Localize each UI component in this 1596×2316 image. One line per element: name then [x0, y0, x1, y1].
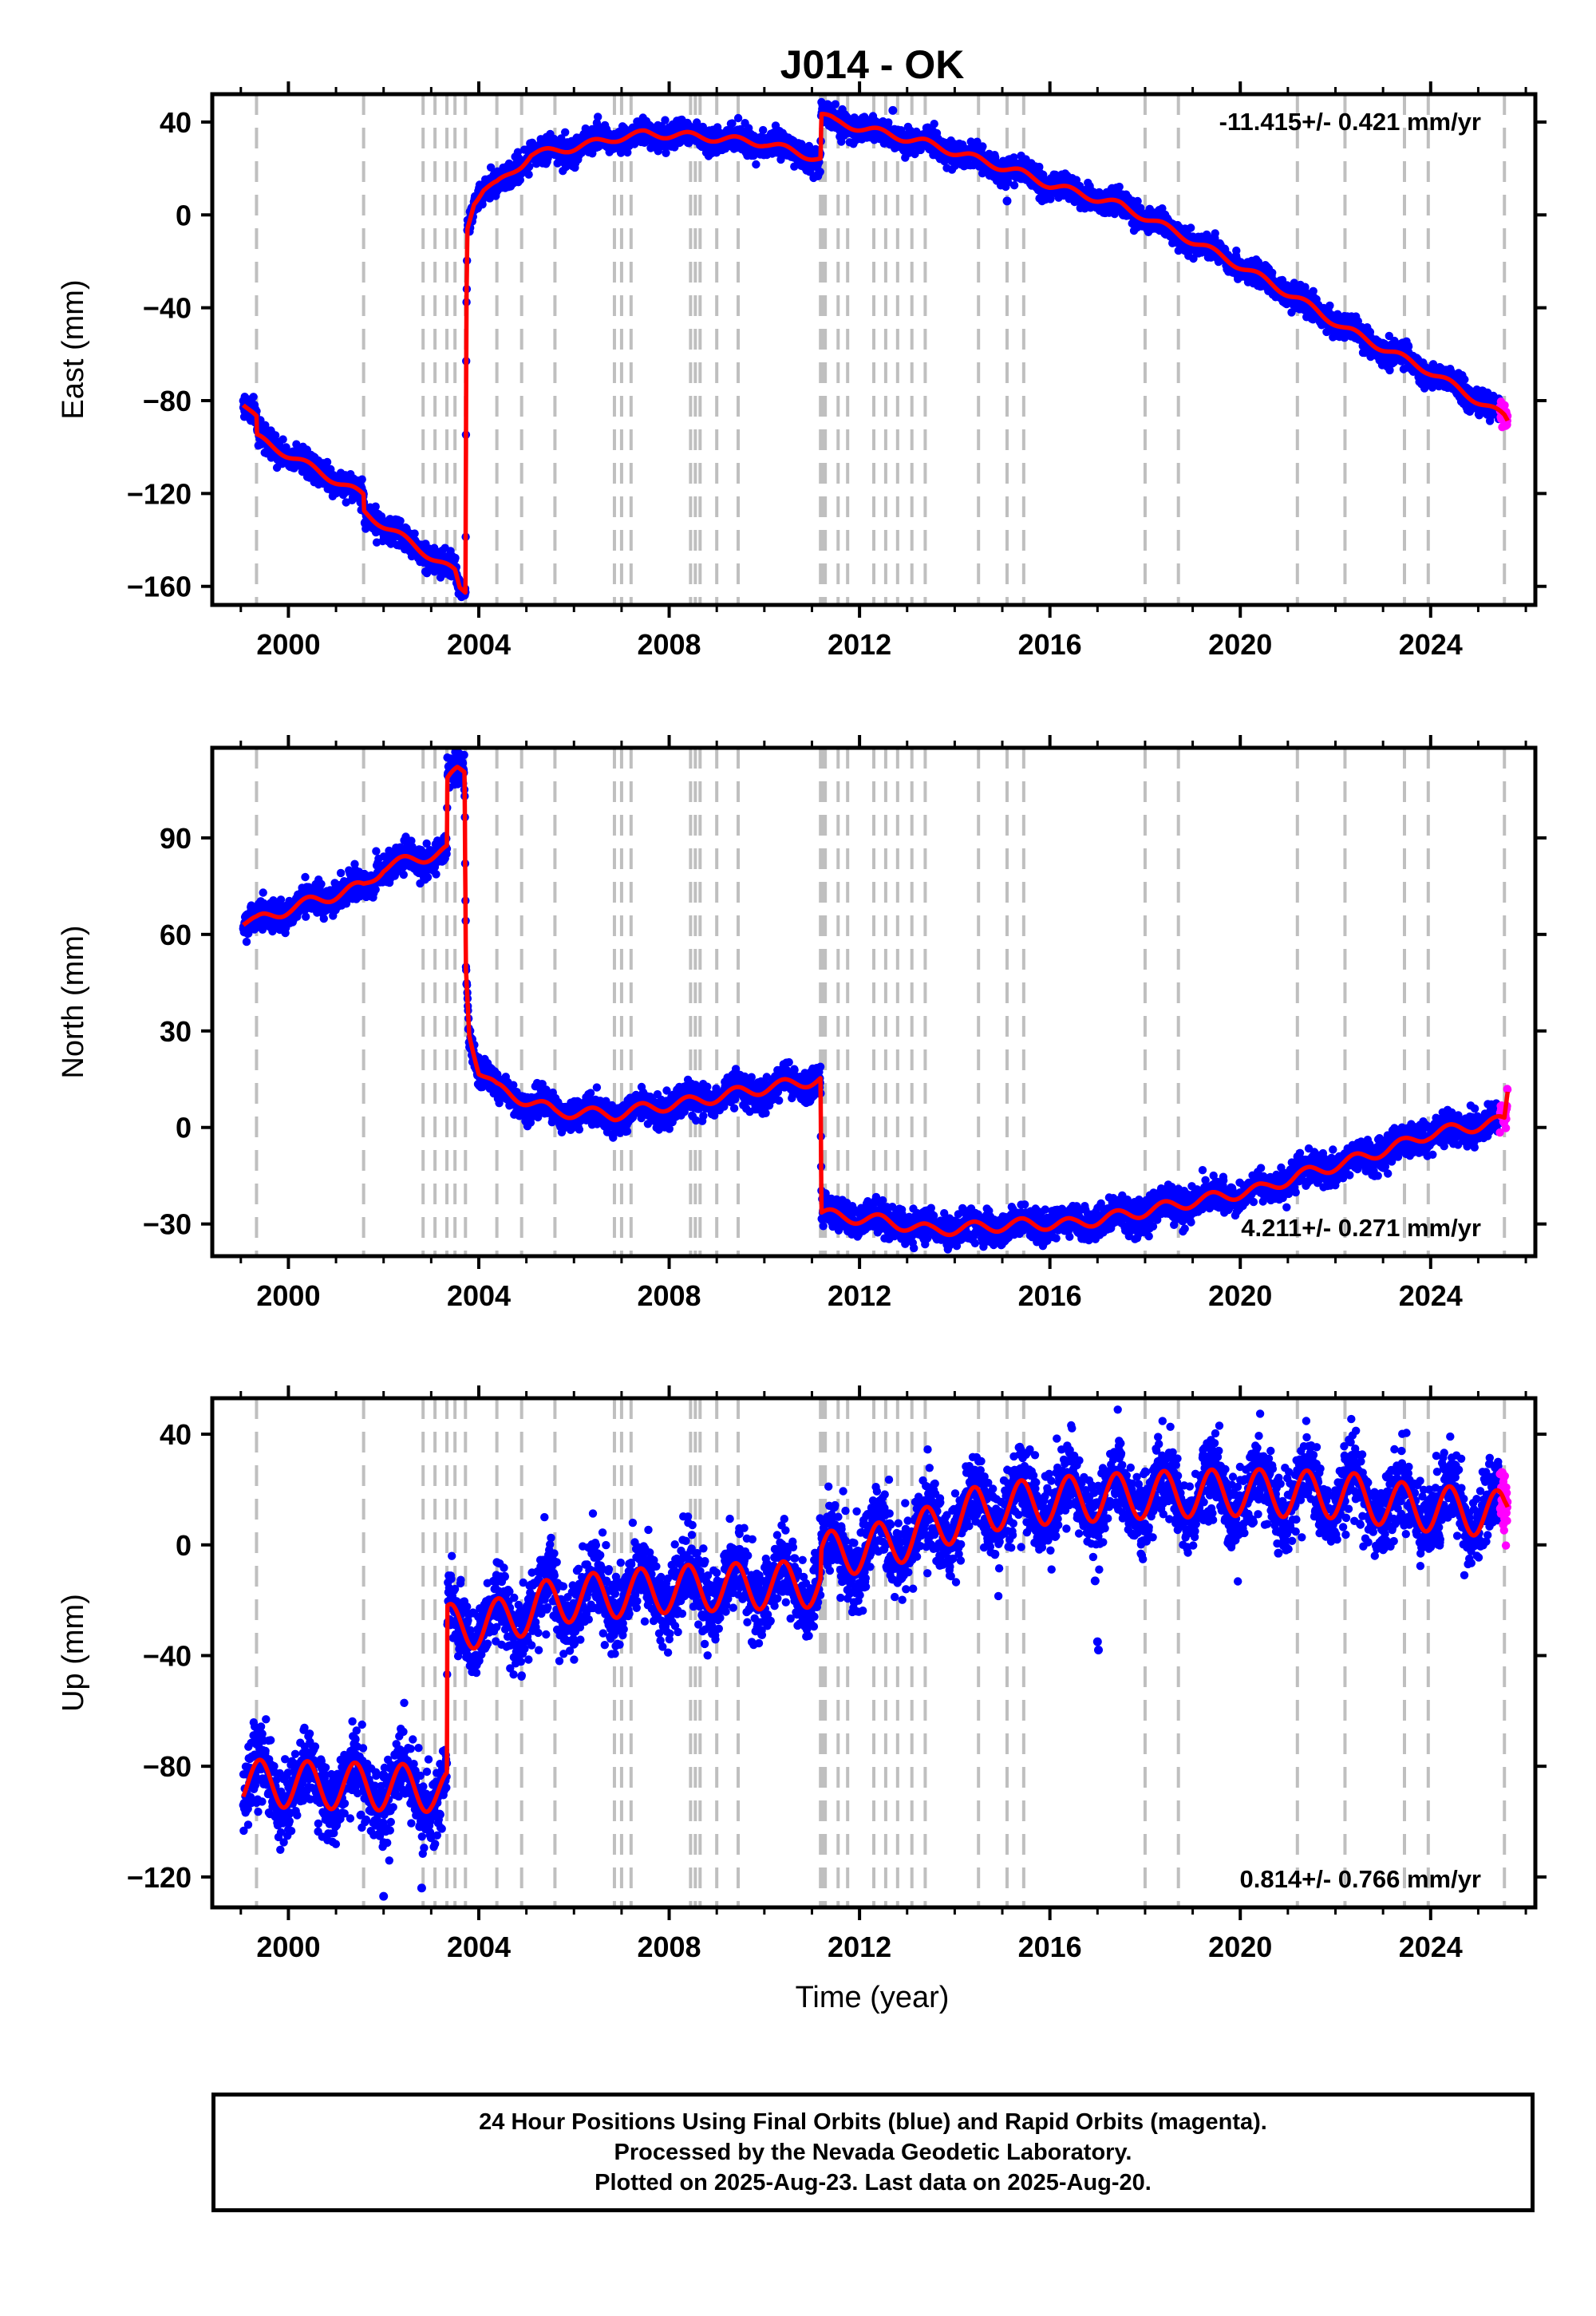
chart-title: J014 - OK — [780, 42, 965, 87]
final-point-east-2204 — [816, 168, 824, 176]
final-point-east-1230 — [561, 128, 570, 136]
y-tick-label-east-3: −80 — [143, 385, 192, 417]
outlier-point-east-0 — [888, 105, 898, 115]
final-point-east-152 — [279, 435, 287, 444]
final-point-east-4666 — [1460, 375, 1469, 384]
final-point-east-1986 — [759, 125, 768, 135]
x-tick-label-east-1: 2004 — [447, 628, 511, 661]
y-tick-label-east-4: −120 — [127, 477, 192, 510]
final-point-east-3620 — [1187, 223, 1195, 232]
final-point-east-2640 — [930, 120, 938, 128]
y-tick-label-east-0: 40 — [160, 106, 192, 139]
final-point-east-2946 — [1009, 181, 1019, 190]
final-point-east-3347 — [1115, 182, 1124, 192]
final-point-east-454 — [358, 475, 366, 484]
outlier-point-east-1 — [1002, 196, 1012, 206]
final-point-east-1891 — [733, 113, 743, 123]
final-point-east-810 — [451, 553, 460, 563]
final-point-east-1959 — [752, 160, 760, 169]
final-point-east-2465 — [884, 118, 893, 127]
y-tick-label-east-2: −40 — [143, 292, 192, 325]
final-point-east-655 — [410, 529, 419, 538]
x-tick-label-east-6: 2024 — [1399, 628, 1463, 661]
model-curve-east — [241, 111, 1510, 595]
x-tick-label-east-4: 2016 — [1018, 628, 1082, 661]
final-point-east-506 — [371, 502, 380, 511]
x-tick-label-east-3: 2012 — [828, 628, 891, 661]
final-point-east-3931 — [1268, 268, 1277, 277]
y-tick-label-east-1: 0 — [176, 199, 192, 231]
final-point-east-1612 — [661, 116, 670, 124]
final-point-east-321 — [322, 457, 332, 467]
x-tick-label-east-0: 2000 — [256, 628, 320, 661]
final-point-east-1615 — [662, 148, 670, 157]
x-tick-label-east-2: 2008 — [637, 628, 701, 661]
panel-east: 40 0 −40 −80 −120 −160 2000 2004 2008 2012 2016 202… — [57, 81, 1547, 661]
final-point-east-1091 — [524, 170, 533, 179]
final-point-east-2262 — [831, 100, 840, 109]
final-point-east-3713 — [1211, 229, 1219, 238]
rate-label-east: -11.415+/- 0.421 mm/yr — [1219, 108, 1481, 136]
final-point-east-1355 — [594, 113, 602, 121]
final-point-east-4151 — [1325, 301, 1334, 310]
y-tick-label-east-5: −160 — [127, 571, 192, 603]
final-point-east-3794 — [1232, 246, 1241, 255]
x-tick-label-east-5: 2020 — [1208, 628, 1272, 661]
panels-layer: 40 0 −40 −80 −120 −160 2000 2004 2008 2012 2016 202… — [57, 81, 1547, 1963]
final-point-east-600 — [396, 516, 405, 525]
final-point-east-914 — [478, 200, 487, 209]
final-point-east-39 — [249, 393, 258, 401]
y-axis-label-east: East (mm) — [57, 279, 90, 419]
final-point-east-2825 — [978, 142, 987, 151]
